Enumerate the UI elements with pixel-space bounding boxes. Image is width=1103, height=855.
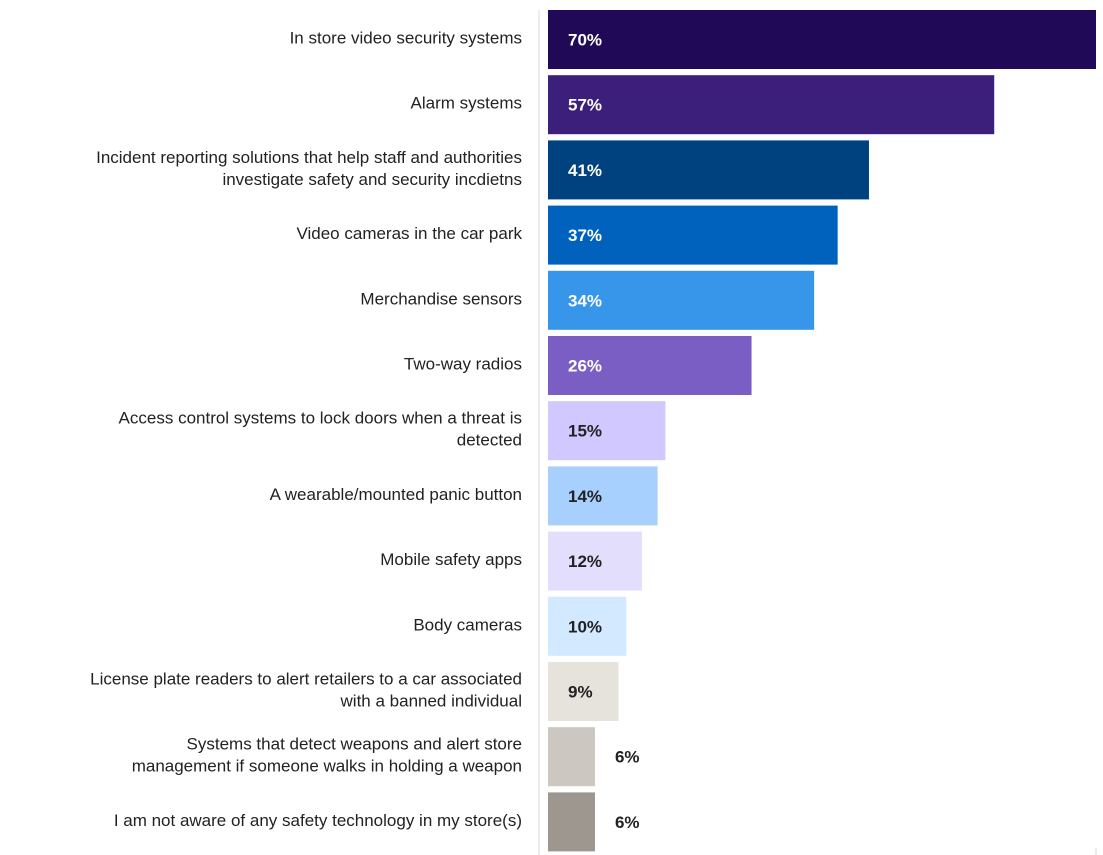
category-label-9: Mobile safety apps <box>380 550 522 569</box>
category-label-1: In store video security systems <box>290 29 522 48</box>
value-label-10: 10% <box>568 617 602 636</box>
category-label-9-line-1: Mobile safety apps <box>380 550 522 569</box>
bar-12 <box>548 727 595 787</box>
bar-11 <box>548 662 619 721</box>
category-label-8-line-1: A wearable/mounted panic button <box>270 485 522 504</box>
value-label-2: 57% <box>568 96 602 115</box>
bar-10 <box>548 596 627 656</box>
category-label-10-line-1: Body cameras <box>413 615 522 634</box>
category-label-10: Body cameras <box>413 615 522 634</box>
category-label-7: Access control systems to lock doors whe… <box>119 409 522 450</box>
category-label-11-line-2: with a banned individual <box>340 692 522 711</box>
value-label-7: 15% <box>568 422 602 441</box>
value-label-6: 26% <box>568 357 602 376</box>
category-label-2-line-1: Alarm systems <box>411 94 522 113</box>
value-label-12: 6% <box>615 748 640 767</box>
value-label-11: 9% <box>568 683 593 702</box>
category-label-13-line-1: I am not aware of any safety technology … <box>114 811 522 830</box>
value-label-1: 70% <box>568 31 602 50</box>
bar-5 <box>548 270 815 330</box>
category-label-4-line-1: Video cameras in the car park <box>296 224 522 243</box>
category-label-3: Incident reporting solutions that help s… <box>96 148 522 189</box>
value-label-13: 6% <box>615 813 640 832</box>
category-label-12-line-1: Systems that detect weapons and alert st… <box>187 735 522 754</box>
labels-layer: 70% In store video security systems 57% Ala… <box>90 29 639 832</box>
category-label-13: I am not aware of any safety technology … <box>114 811 522 830</box>
bar-13 <box>548 792 595 852</box>
bar-8 <box>548 466 658 526</box>
category-label-7-line-1: Access control systems to lock doors whe… <box>119 409 522 428</box>
value-label-8: 14% <box>568 487 602 506</box>
bars-layer <box>548 10 1096 852</box>
category-label-3-line-2: investigate safety and security incdietn… <box>222 170 522 189</box>
bar-1 <box>548 10 1096 69</box>
value-label-9: 12% <box>568 552 602 571</box>
category-label-12-line-2: management if someone walks in holding a… <box>132 757 522 776</box>
category-label-3-line-1: Incident reporting solutions that help s… <box>96 148 522 167</box>
category-label-12: Systems that detect weapons and alert st… <box>132 735 522 776</box>
category-label-11: License plate readers to alert retailers… <box>90 670 522 711</box>
category-label-6-line-1: Two-way radios <box>404 355 522 374</box>
category-label-6: Two-way radios <box>404 355 522 374</box>
category-label-8: A wearable/mounted panic button <box>270 485 522 504</box>
bar-6 <box>548 336 752 395</box>
bar-4 <box>548 205 838 265</box>
value-label-4: 37% <box>568 226 602 245</box>
category-label-7-line-2: detected <box>457 431 522 450</box>
value-label-3: 41% <box>568 161 602 180</box>
category-label-5: Merchandise sensors <box>360 289 522 308</box>
category-label-1-line-1: In store video security systems <box>290 29 522 48</box>
category-label-11-line-1: License plate readers to alert retailers… <box>90 670 522 689</box>
category-label-2: Alarm systems <box>411 94 522 113</box>
category-label-4: Video cameras in the car park <box>296 224 522 243</box>
bar-9 <box>548 531 642 591</box>
category-label-5-line-1: Merchandise sensors <box>360 289 522 308</box>
bar-7 <box>548 401 666 461</box>
value-label-5: 34% <box>568 291 602 310</box>
bar-3 <box>548 140 869 200</box>
bar-2 <box>548 75 995 135</box>
